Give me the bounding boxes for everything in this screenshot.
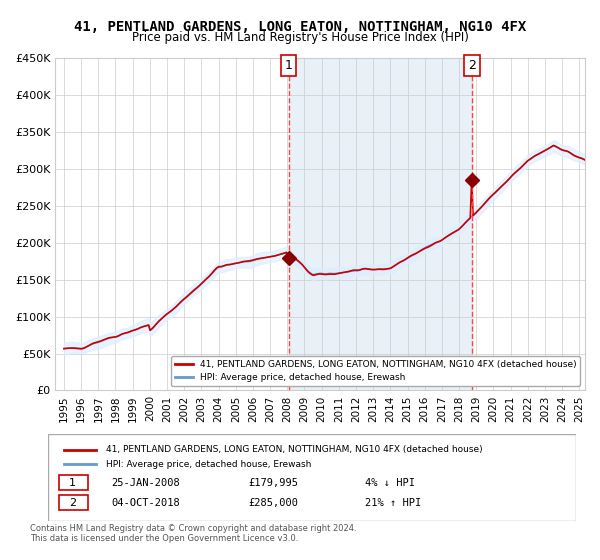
Bar bbox=[289, 58, 472, 390]
Text: 41, PENTLAND GARDENS, LONG EATON, NOTTINGHAM, NG10 4FX (detached house): 41, PENTLAND GARDENS, LONG EATON, NOTTIN… bbox=[106, 445, 483, 454]
Text: 2: 2 bbox=[69, 498, 76, 507]
Text: 41, PENTLAND GARDENS, LONG EATON, NOTTINGHAM, NG10 4FX: 41, PENTLAND GARDENS, LONG EATON, NOTTIN… bbox=[74, 20, 526, 34]
Text: 2: 2 bbox=[468, 59, 476, 72]
FancyBboxPatch shape bbox=[48, 434, 576, 521]
Text: 1: 1 bbox=[70, 478, 76, 488]
Text: £285,000: £285,000 bbox=[248, 498, 299, 507]
Text: 25-JAN-2008: 25-JAN-2008 bbox=[112, 478, 180, 488]
FancyBboxPatch shape bbox=[59, 495, 88, 510]
Text: 04-OCT-2018: 04-OCT-2018 bbox=[112, 498, 180, 507]
Text: £179,995: £179,995 bbox=[248, 478, 299, 488]
Text: 4% ↓ HPI: 4% ↓ HPI bbox=[365, 478, 415, 488]
Text: 1: 1 bbox=[284, 59, 292, 72]
Text: HPI: Average price, detached house, Erewash: HPI: Average price, detached house, Erew… bbox=[106, 460, 311, 469]
Text: Contains HM Land Registry data © Crown copyright and database right 2024.
This d: Contains HM Land Registry data © Crown c… bbox=[30, 524, 356, 543]
Legend: 41, PENTLAND GARDENS, LONG EATON, NOTTINGHAM, NG10 4FX (detached house), HPI: Av: 41, PENTLAND GARDENS, LONG EATON, NOTTIN… bbox=[171, 356, 580, 386]
Text: 21% ↑ HPI: 21% ↑ HPI bbox=[365, 498, 421, 507]
Text: Price paid vs. HM Land Registry's House Price Index (HPI): Price paid vs. HM Land Registry's House … bbox=[131, 31, 469, 44]
FancyBboxPatch shape bbox=[59, 475, 88, 491]
